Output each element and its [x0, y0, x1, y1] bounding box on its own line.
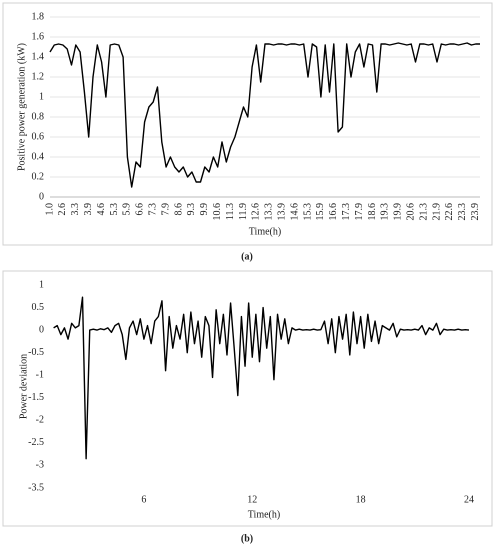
x-tick-label: 12.6 — [251, 203, 262, 221]
x-axis-label: Time(h) — [248, 509, 280, 520]
x-tick-label: 3.9 — [83, 203, 94, 216]
x-tick-label: 21.3 — [418, 203, 429, 221]
x-tick-label: 10.6 — [212, 203, 223, 221]
data-line — [49, 42, 480, 188]
y-tick-label: 0.2 — [32, 171, 45, 182]
y-tick-label: -1 — [36, 370, 44, 381]
y-axis-label: Positive power generation (kW) — [16, 43, 27, 171]
y-tick-label: -3.5 — [28, 482, 44, 493]
y-tick-label: 0 — [39, 191, 44, 202]
y-tick-label: -0.5 — [28, 347, 44, 358]
x-tick-label: 18.6 — [367, 203, 378, 221]
y-axis-label: Power deviation — [18, 354, 29, 419]
caption: (a) — [241, 251, 253, 262]
x-tick-label: 6.6 — [135, 203, 146, 216]
x-tick-label: 12 — [247, 494, 257, 505]
y-tick-label: 0.8 — [32, 111, 45, 122]
y-tick-label: 1 — [39, 91, 44, 102]
caption: (b) — [241, 533, 253, 544]
x-tick-label: 7.3 — [147, 203, 158, 216]
y-tick-label: 0.5 — [32, 302, 45, 313]
x-tick-label: 5.9 — [122, 203, 133, 216]
y-tick-label: 1.2 — [32, 71, 45, 82]
x-tick-label: 20.6 — [405, 203, 416, 221]
x-tick-label: 17.9 — [354, 203, 365, 221]
x-tick-label: 23.9 — [470, 203, 481, 221]
data-line — [53, 296, 470, 460]
x-tick-label: 2.6 — [57, 203, 68, 216]
panel-frame — [2, 270, 493, 527]
y-tick-label: -1.5 — [28, 392, 44, 403]
x-tick-label: 23.3 — [457, 203, 468, 221]
x-tick-label: 11.9 — [238, 203, 249, 220]
x-tick-label: 13.3 — [264, 203, 275, 221]
x-tick-label: 13.9 — [276, 203, 287, 221]
x-tick-label: 19.3 — [380, 203, 391, 221]
y-tick-label: 0 — [39, 324, 44, 335]
x-tick-label: 11.3 — [225, 203, 236, 220]
panel-frame — [2, 2, 493, 246]
x-tick-label: 14.6 — [289, 203, 300, 221]
x-tick-label: 19.9 — [393, 203, 404, 221]
y-tick-label: -3 — [36, 460, 44, 471]
x-tick-label: 9.3 — [186, 203, 197, 216]
y-tick-label: 1.6 — [32, 31, 45, 42]
y-tick-label: 1.4 — [32, 51, 45, 62]
x-tick-label: 7.9 — [160, 203, 171, 216]
x-tick-label: 9.9 — [199, 203, 210, 216]
y-tick-label: -2 — [36, 415, 44, 426]
x-tick-label: 4.6 — [96, 203, 107, 216]
y-tick-label: 1 — [39, 279, 44, 290]
y-tick-label: 0.6 — [32, 131, 45, 142]
x-tick-label: 15.3 — [302, 203, 313, 221]
x-tick-label: 15.9 — [315, 203, 326, 221]
x-axis-label: Time(h) — [249, 226, 281, 237]
y-tick-label: -2.5 — [28, 437, 44, 448]
x-tick-label: 5.3 — [109, 203, 120, 216]
x-tick-label: 3.3 — [70, 203, 81, 216]
y-tick-label: 1.8 — [32, 11, 45, 22]
x-tick-label: 16.6 — [328, 203, 339, 221]
x-tick-label: 18 — [356, 494, 366, 505]
y-tick-label: 0.4 — [32, 151, 45, 162]
x-tick-label: 24 — [464, 494, 474, 505]
x-tick-label: 21.9 — [431, 203, 442, 221]
x-tick-label: 22.6 — [444, 203, 455, 221]
x-tick-label: 6 — [141, 494, 146, 505]
x-tick-label: 17.3 — [341, 203, 352, 221]
x-tick-label: 1.0 — [44, 203, 55, 216]
x-tick-label: 8.6 — [173, 203, 184, 216]
